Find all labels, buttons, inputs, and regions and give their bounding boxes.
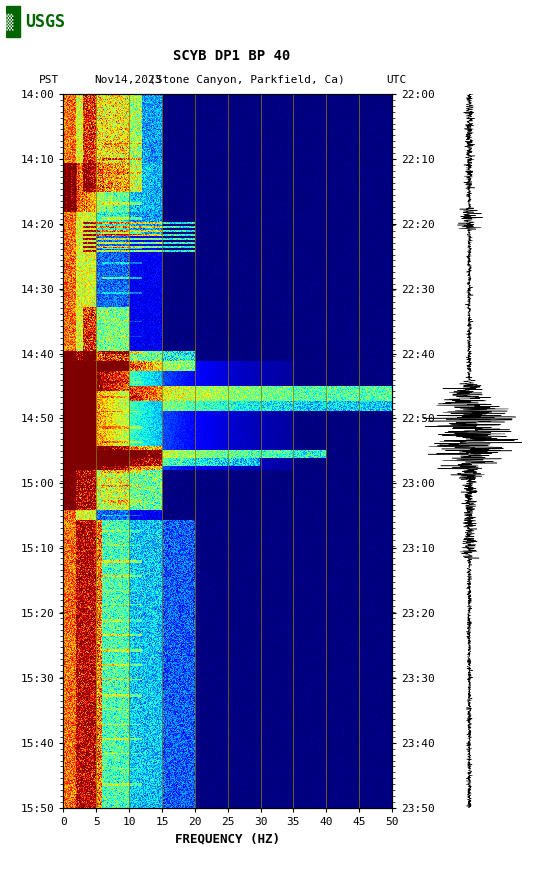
Text: UTC: UTC — [386, 75, 407, 85]
Text: (Stone Canyon, Parkfield, Ca): (Stone Canyon, Parkfield, Ca) — [149, 75, 345, 85]
X-axis label: FREQUENCY (HZ): FREQUENCY (HZ) — [175, 833, 280, 846]
Text: USGS: USGS — [25, 13, 65, 30]
Bar — [6, 6, 20, 37]
Text: ▒: ▒ — [4, 13, 13, 30]
Text: Nov14,2023: Nov14,2023 — [94, 75, 161, 85]
Text: SCYB DP1 BP 40: SCYB DP1 BP 40 — [173, 48, 290, 63]
Text: PST: PST — [39, 75, 59, 85]
